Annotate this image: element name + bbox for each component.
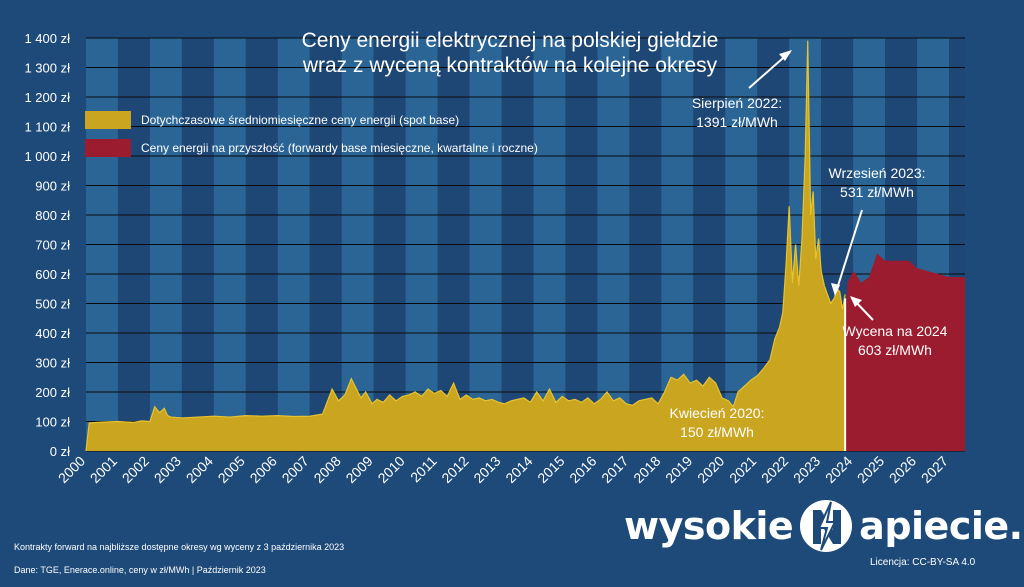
y-tick-label: 1 200 zł — [24, 90, 70, 105]
chart-title-line2: wraz z wyceną kontraktów na kolejne okre… — [302, 54, 718, 77]
lightning-n-icon — [800, 500, 853, 552]
arrow-sep2023 — [835, 209, 863, 293]
x-tick-label: 2012 — [438, 453, 471, 486]
annotation-sep2023: Wrzesień 2023: 531 zł/MWh — [812, 164, 942, 202]
arrow-aug2022-head — [779, 50, 792, 61]
arrow-sep2023-head — [831, 283, 840, 296]
y-tick-label: 500 zł — [35, 297, 70, 312]
x-tick-label: 2021 — [726, 453, 759, 486]
x-tick-label: 2004 — [183, 453, 216, 486]
y-tick-label: 1 300 zł — [24, 61, 70, 76]
legend-item-forward: Ceny energii na przyszłość (forwardy bas… — [85, 138, 538, 158]
x-tick-label: 2005 — [215, 453, 248, 486]
x-tick-label: 2007 — [279, 453, 312, 486]
x-tick-label: 2016 — [566, 453, 599, 486]
x-tick-label: 2006 — [247, 453, 280, 486]
x-tick-label: 2008 — [310, 453, 343, 486]
y-tick-label: 600 zł — [35, 267, 70, 282]
x-tick-label: 2002 — [119, 453, 152, 486]
y-axis-ticks: 0 zł 100 zł 200 zł 300 zł 400 zł 500 zł 600 zł… — [24, 31, 70, 459]
y-tick-label: 1 100 zł — [24, 120, 70, 135]
annotation-sep2023-line1: Wrzesień 2023: — [828, 165, 926, 181]
x-axis-ticks: 2000200120022003200420052006200720082009… — [55, 453, 952, 486]
arrow-val2024-head — [850, 296, 862, 307]
annotation-aug2022-line1: Sierpień 2022: — [691, 95, 783, 111]
legend-label-spot: Dotychczasowe średniomiesięczne ceny ene… — [141, 113, 460, 127]
annotation-sep2023-line2: 531 zł/MWh — [840, 184, 914, 200]
x-tick-label: 2010 — [374, 453, 407, 486]
x-tick-label: 2001 — [87, 453, 120, 486]
annotation-arrows — [748, 50, 874, 321]
y-tick-label: 700 zł — [35, 238, 70, 253]
y-tick-label: 900 zł — [35, 179, 70, 194]
legend-item-spot: Dotychczasowe średniomiesięczne ceny ene… — [85, 110, 538, 130]
x-tick-label: 2003 — [151, 453, 184, 486]
x-tick-label: 2023 — [790, 453, 823, 486]
x-tick-label: 2017 — [598, 453, 631, 486]
footer-note-source: Dane: TGE, Enerace.online, ceny w zł/MWh… — [14, 565, 266, 575]
annotation-apr2020: Kwiecień 2020: 150 zł/MWh — [652, 404, 782, 442]
x-tick-label: 2019 — [662, 453, 695, 486]
x-tick-label: 2020 — [694, 453, 727, 486]
annotation-val2024-line2: 603 zł/MWh — [858, 342, 932, 358]
series-area-spot — [86, 40, 846, 451]
annotation-aug2022: Sierpień 2022: 1391 zł/MWh — [672, 94, 802, 132]
legend: Dotychczasowe średniomiesięczne ceny ene… — [85, 110, 538, 158]
brand-text-right: apiecie.pl — [859, 504, 1024, 548]
annotation-apr2020-line2: 150 zł/MWh — [680, 424, 754, 440]
series-area-forward — [845, 253, 965, 451]
y-tick-label: 300 zł — [35, 356, 70, 371]
x-tick-label: 2022 — [758, 453, 791, 486]
x-tick-label: 2014 — [502, 453, 535, 486]
annotation-val2024: Wycena na 2024 603 zł/MWh — [830, 322, 960, 360]
series-line-spot — [85, 40, 846, 452]
legend-swatch-spot — [85, 111, 131, 129]
series-layer — [85, 40, 965, 452]
x-tick-label: 2027 — [918, 453, 951, 486]
y-tick-label: 1 400 zł — [24, 31, 70, 46]
chart-title-line1: Ceny energii elektrycznej na polskiej gi… — [301, 29, 719, 52]
x-tick-label: 2015 — [534, 453, 567, 486]
x-tick-label: 2025 — [854, 453, 887, 486]
y-tick-label: 0 zł — [50, 444, 70, 459]
x-tick-label: 2011 — [407, 453, 440, 486]
x-tick-label: 2018 — [630, 453, 663, 486]
x-tick-label: 2013 — [470, 453, 503, 486]
y-tick-label: 800 zł — [35, 208, 70, 223]
annotation-val2024-line1: Wycena na 2024 — [842, 323, 948, 339]
chart-title: Ceny energii elektrycznej na polskiej gi… — [290, 28, 730, 78]
x-tick-label: 2024 — [822, 453, 855, 486]
x-tick-label: 2009 — [342, 453, 375, 486]
annotation-apr2020-line1: Kwiecień 2020: — [669, 405, 765, 421]
annotation-aug2022-line2: 1391 zł/MWh — [696, 114, 778, 130]
legend-label-forward: Ceny energii na przyszłość (forwardy bas… — [141, 141, 538, 155]
y-tick-label: 200 zł — [35, 385, 70, 400]
legend-swatch-forward — [85, 139, 131, 157]
y-tick-label: 1 000 zł — [24, 149, 70, 164]
y-tick-label: 400 zł — [35, 326, 70, 341]
license-text: Licencja: CC-BY-SA 4.0 — [870, 557, 976, 568]
footer-note-forward: Kontrakty forward na najbliższe dostępne… — [14, 542, 345, 552]
x-tick-label: 2026 — [886, 453, 919, 486]
y-tick-label: 100 zł — [35, 415, 70, 430]
brand-text-left: wysokie — [624, 504, 794, 548]
brand-logo[interactable]: wysokie apiecie.pl — [624, 498, 1024, 554]
